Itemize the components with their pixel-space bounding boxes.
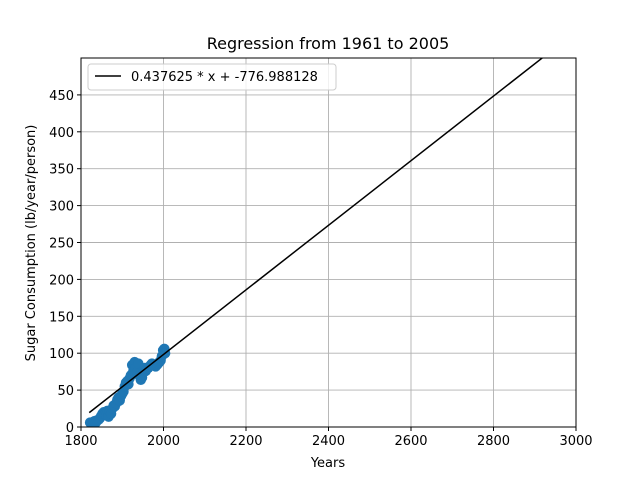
y-tick-label: 450 <box>49 89 74 104</box>
chart-title: Regression from 1961 to 2005 <box>207 34 450 53</box>
x-tick-label: 2600 <box>394 434 427 449</box>
y-tick-label: 250 <box>49 237 74 252</box>
plot-area <box>84 58 544 427</box>
x-tick-label: 2200 <box>229 434 262 449</box>
x-tick-label: 1800 <box>64 434 97 449</box>
x-tick-label: 2800 <box>477 434 510 449</box>
y-axis: 0 50 100 150 200 250 300 350 400 450 <box>49 89 81 436</box>
x-axis-label: Years <box>310 456 346 471</box>
x-axis: 1800 2000 2200 2400 2600 2800 3000 <box>64 427 593 449</box>
y-tick-label: 200 <box>49 273 74 288</box>
y-tick-label: 400 <box>49 126 74 141</box>
y-tick-label: 300 <box>49 200 74 215</box>
y-tick-label: 150 <box>49 310 74 325</box>
y-tick-label: 350 <box>49 163 74 178</box>
x-tick-label: 2400 <box>312 434 345 449</box>
y-tick-label: 100 <box>49 347 74 362</box>
y-tick-label: 50 <box>57 384 74 399</box>
x-tick-label: 3000 <box>559 434 592 449</box>
legend: 0.437625 * x + -776.988128 <box>87 63 337 91</box>
y-tick-label: 0 <box>66 421 74 436</box>
legend-entry-label: 0.437625 * x + -776.988128 <box>131 70 318 85</box>
x-tick-label: 2000 <box>147 434 180 449</box>
regression-line <box>88 58 544 414</box>
legend-box <box>87 63 337 91</box>
y-axis-label: Sugar Consumption (lb/year/person) <box>24 125 39 362</box>
